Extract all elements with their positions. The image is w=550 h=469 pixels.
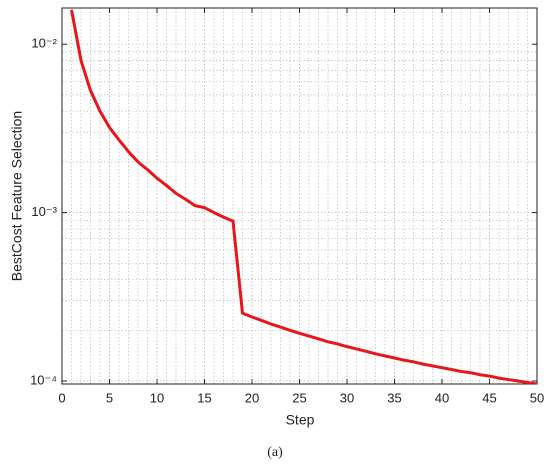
x-tick-label: 50 — [530, 390, 544, 405]
x-tick-label: 25 — [292, 390, 306, 405]
y-tick-label: 10⁻² — [31, 36, 57, 51]
x-tick-label: 0 — [58, 390, 65, 405]
x-axis-label: Step — [286, 412, 315, 428]
x-tick-label: 5 — [106, 390, 113, 405]
caption: (a) — [267, 445, 283, 460]
x-tick-label: 30 — [340, 390, 354, 405]
data-line — [70, 9, 537, 384]
plot-frame — [61, 7, 538, 385]
x-tick-label: 15 — [197, 390, 211, 405]
x-tick-label: 45 — [482, 390, 496, 405]
x-tick-label: 35 — [387, 390, 401, 405]
x-tick-label: 40 — [435, 390, 449, 405]
y-axis-label: BestCost Feature Selection — [9, 111, 25, 281]
y-tick-label: 10⁻³ — [31, 204, 57, 219]
x-tick-label: 20 — [245, 390, 259, 405]
x-tick-label: 10 — [150, 390, 164, 405]
y-tick-label: 10⁻⁴ — [30, 372, 57, 387]
